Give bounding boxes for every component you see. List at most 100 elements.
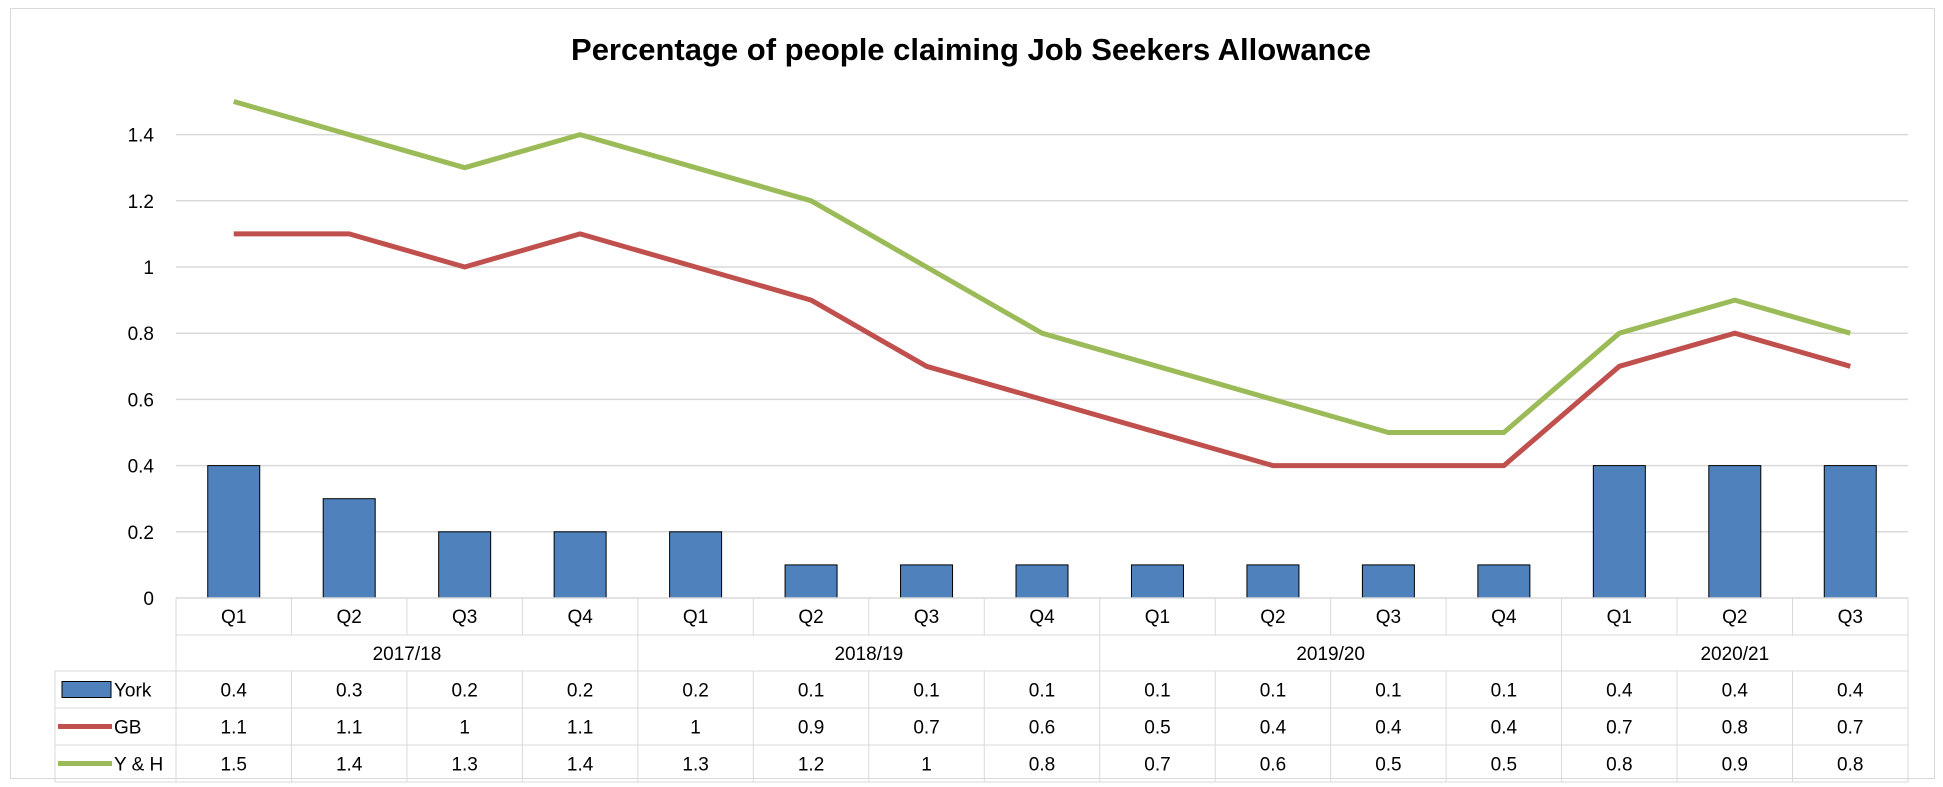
data-label: 0.4 bbox=[1375, 718, 1402, 739]
data-label: 1.4 bbox=[567, 755, 594, 776]
y-tick-label: 0.4 bbox=[128, 457, 155, 478]
bar bbox=[1361, 564, 1415, 599]
data-label: 0.2 bbox=[682, 681, 708, 702]
legend-label: GB bbox=[114, 718, 141, 739]
x-group-label: 2017/18 bbox=[373, 644, 442, 665]
bar bbox=[1592, 465, 1646, 599]
series-line bbox=[233, 99, 1851, 435]
data-label: 1.3 bbox=[682, 755, 708, 776]
data-label: 0.4 bbox=[1837, 681, 1864, 702]
bar bbox=[1477, 564, 1531, 599]
y-tick-label: 0 bbox=[143, 589, 154, 610]
data-label: 0.1 bbox=[1491, 681, 1517, 702]
data-label: 0.2 bbox=[567, 681, 593, 702]
data-label: 0.1 bbox=[1144, 681, 1170, 702]
data-label: 0.4 bbox=[1722, 681, 1749, 702]
y-tick-label: 0.8 bbox=[128, 324, 154, 345]
bar bbox=[1823, 465, 1877, 599]
x-tick-label: Q1 bbox=[1145, 607, 1170, 628]
x-tick-label: Q2 bbox=[337, 607, 362, 628]
x-tick-label: Q3 bbox=[452, 607, 477, 628]
x-tick-label: Q2 bbox=[1260, 607, 1285, 628]
data-label: 0.4 bbox=[1606, 681, 1633, 702]
data-label: 0.5 bbox=[1144, 718, 1170, 739]
x-tick-label: Q4 bbox=[567, 607, 593, 628]
data-label: 1.1 bbox=[336, 718, 362, 739]
y-tick-label: 0.2 bbox=[128, 523, 154, 544]
data-label: 0.1 bbox=[913, 681, 939, 702]
data-label: 1.5 bbox=[221, 755, 247, 776]
data-label: 0.4 bbox=[1260, 718, 1287, 739]
data-label: 0.5 bbox=[1375, 755, 1401, 776]
x-tick-label: Q4 bbox=[1029, 607, 1055, 628]
bar bbox=[1708, 465, 1762, 599]
data-label: 1.3 bbox=[451, 755, 477, 776]
data-label: 0.2 bbox=[451, 681, 477, 702]
data-label: 0.5 bbox=[1491, 755, 1517, 776]
x-tick-label: Q3 bbox=[914, 607, 939, 628]
bar bbox=[1015, 564, 1069, 599]
data-label: 1 bbox=[690, 718, 701, 739]
data-label: 0.8 bbox=[1606, 755, 1632, 776]
data-label: 0.6 bbox=[1260, 755, 1286, 776]
x-tick-label: Q4 bbox=[1491, 607, 1517, 628]
x-group-label: 2020/21 bbox=[1700, 644, 1769, 665]
y-tick-label: 1.2 bbox=[128, 192, 154, 213]
series-line bbox=[233, 231, 1851, 469]
data-label: 0.1 bbox=[1260, 681, 1286, 702]
chart-frame bbox=[10, 8, 1935, 779]
data-label: 0.1 bbox=[1375, 681, 1401, 702]
y-axis-tick-labels: 0 0.2 0.4 0.6 0.8 1 1.2 1.4 bbox=[128, 126, 155, 610]
data-label: 0.4 bbox=[221, 681, 248, 702]
data-label: 0.8 bbox=[1029, 755, 1055, 776]
x-group-label: 2018/19 bbox=[834, 644, 903, 665]
data-label: 0.1 bbox=[1029, 681, 1055, 702]
x-tick-label: Q2 bbox=[798, 607, 823, 628]
data-label: 0.6 bbox=[1029, 718, 1055, 739]
data-label: 0.9 bbox=[798, 718, 824, 739]
bar bbox=[322, 498, 376, 599]
data-label: 1 bbox=[921, 755, 932, 776]
x-tick-label: Q1 bbox=[1607, 607, 1632, 628]
data-label: 1.2 bbox=[798, 755, 824, 776]
bar bbox=[553, 531, 607, 599]
chart-title: Percentage of people claiming Job Seeker… bbox=[571, 32, 1371, 67]
data-label: 0.8 bbox=[1722, 718, 1748, 739]
x-tick-label: Q2 bbox=[1722, 607, 1747, 628]
y-tick-label: 1.4 bbox=[128, 126, 155, 147]
data-label: 1.4 bbox=[336, 755, 363, 776]
legend-label: Y & H bbox=[114, 755, 163, 776]
x-tick-label: Q1 bbox=[221, 607, 246, 628]
x-tick-label: Q3 bbox=[1838, 607, 1863, 628]
y-tick-label: 1 bbox=[143, 258, 154, 279]
bar bbox=[1246, 564, 1300, 599]
x-tick-label: Q1 bbox=[683, 607, 708, 628]
data-label: 0.8 bbox=[1837, 755, 1863, 776]
x-tick-label: Q3 bbox=[1376, 607, 1401, 628]
legend-key-bar bbox=[61, 681, 112, 698]
line-series bbox=[233, 99, 1851, 469]
data-label: 0.4 bbox=[1491, 718, 1518, 739]
x-group-label: 2019/20 bbox=[1296, 644, 1365, 665]
bar bbox=[207, 465, 261, 599]
data-table: Q1 Q2 Q3 Q4 Q1 Q2 Q3 Q4 Q1 Q2 Q3 Q4 Q1 Q2 Q3 2017/18 201… bbox=[54, 597, 1909, 783]
bar-series bbox=[207, 465, 1877, 599]
data-label: 0.3 bbox=[336, 681, 362, 702]
data-label: 0.9 bbox=[1722, 755, 1748, 776]
data-label: 0.7 bbox=[913, 718, 939, 739]
data-label: 0.7 bbox=[1606, 718, 1632, 739]
data-label: 1.1 bbox=[567, 718, 593, 739]
data-label: 1 bbox=[459, 718, 470, 739]
bar bbox=[1130, 564, 1184, 599]
data-label: 1.1 bbox=[221, 718, 247, 739]
data-label: 0.7 bbox=[1144, 755, 1170, 776]
bar bbox=[438, 531, 492, 599]
bar bbox=[784, 564, 838, 599]
data-label: 0.7 bbox=[1837, 718, 1863, 739]
y-tick-label: 0.6 bbox=[128, 390, 154, 411]
legend-label: York bbox=[114, 681, 152, 702]
bar bbox=[900, 564, 954, 599]
data-label: 0.1 bbox=[798, 681, 824, 702]
bar bbox=[669, 531, 723, 599]
